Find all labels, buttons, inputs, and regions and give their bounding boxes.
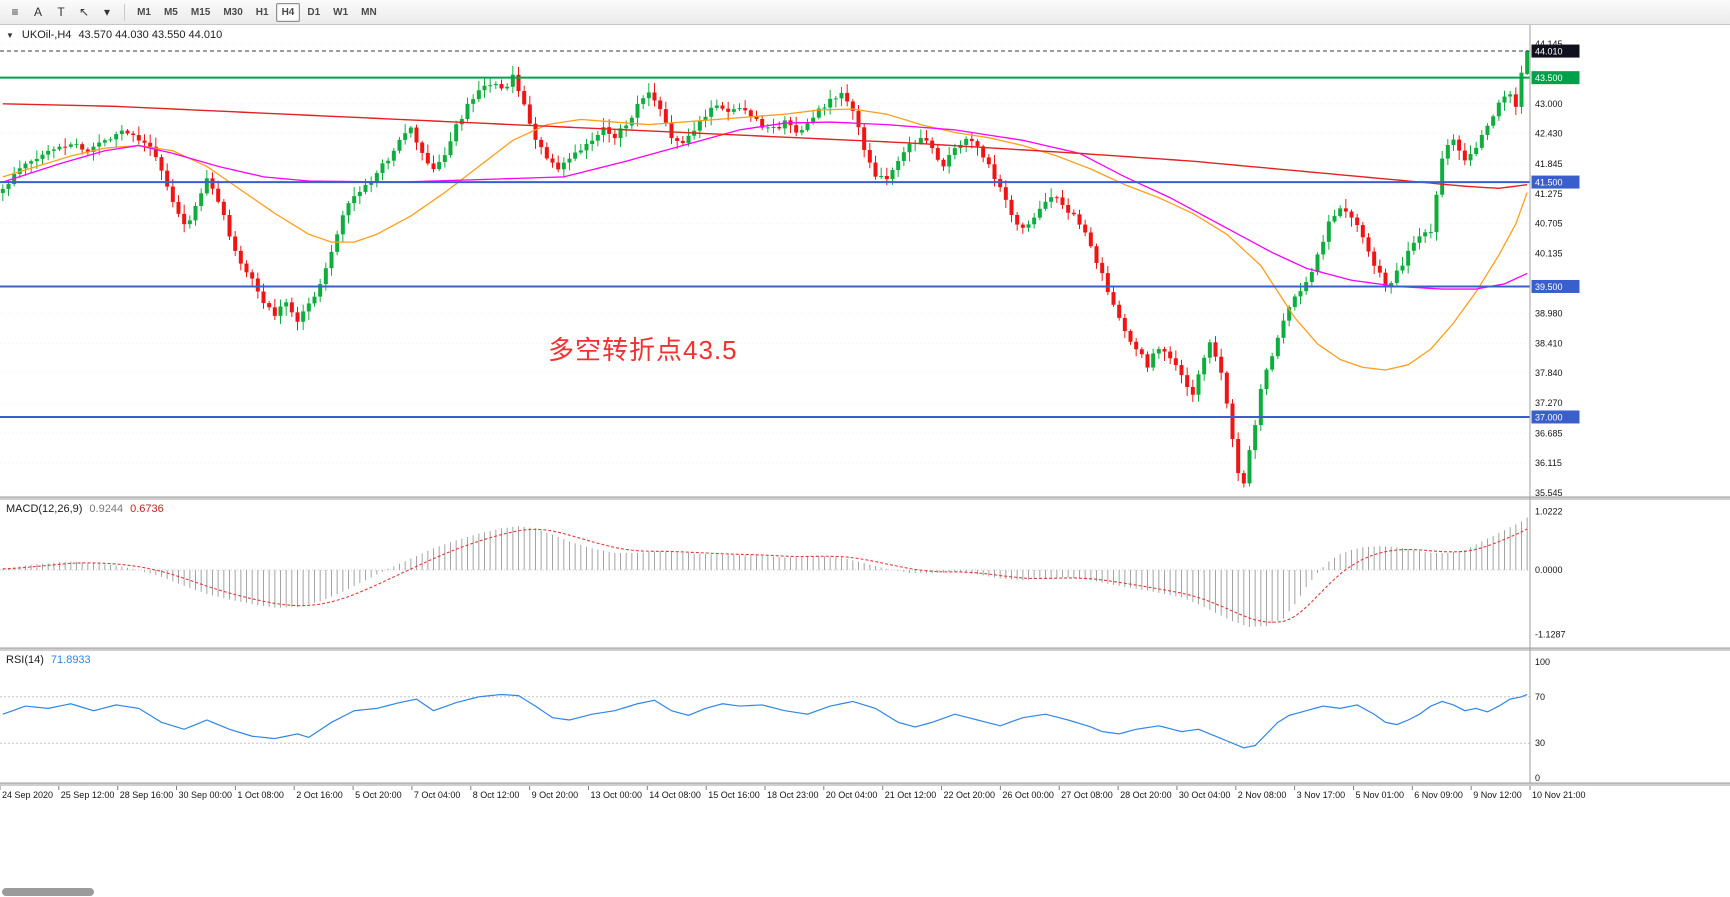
rsi-label: RSI(14) — [6, 654, 44, 666]
macd-main-value: 0.9244 — [89, 503, 124, 515]
svg-text:1 Oct 08:00: 1 Oct 08:00 — [237, 790, 284, 800]
svg-text:22 Oct 20:00: 22 Oct 20:00 — [944, 790, 996, 800]
svg-text:15 Oct 16:00: 15 Oct 16:00 — [708, 790, 760, 800]
label-tool-icon[interactable]: T — [50, 3, 72, 22]
macd-signal-value: 0.6736 — [130, 503, 164, 515]
main-grid — [0, 43, 1530, 494]
svg-text:37.840: 37.840 — [1535, 368, 1563, 378]
timeframe-m1-button[interactable]: M1 — [131, 3, 157, 22]
symbol-period-label: UKOil-,H4 — [21, 29, 72, 41]
panel-separator-1[interactable] — [0, 497, 1730, 500]
svg-text:37.000: 37.000 — [1535, 412, 1563, 422]
svg-text:18 Oct 23:00: 18 Oct 23:00 — [767, 790, 819, 800]
svg-text:30 Sep 00:00: 30 Sep 00:00 — [179, 790, 233, 800]
svg-text:20 Oct 04:00: 20 Oct 04:00 — [826, 790, 878, 800]
svg-text:10 Nov 21:00: 10 Nov 21:00 — [1532, 790, 1586, 800]
svg-text:6 Nov 09:00: 6 Nov 09:00 — [1414, 790, 1463, 800]
rsi-title: RSI(14) 71.8933 — [6, 654, 91, 666]
svg-text:37.270: 37.270 — [1535, 398, 1563, 408]
svg-text:30: 30 — [1535, 738, 1545, 748]
panel-separator-3[interactable] — [0, 783, 1730, 786]
chart-area[interactable]: 44.145 43.000 42.430 41.845 41.275 40.705 40.1… — [0, 25, 1730, 897]
time-axis[interactable]: 24 Sep 2020 25 Sep 12:00 28 Sep 16:00 30 Se… — [0, 786, 1586, 800]
cursor-tool-icon[interactable]: ↖ — [73, 3, 95, 22]
main-toolbar: ≡ A T ↖ ▾ M1 M5 M15 M30 H1 H4 D1 W1 MN — [0, 0, 1730, 25]
svg-text:39.500: 39.500 — [1535, 282, 1563, 292]
svg-text:38.410: 38.410 — [1535, 338, 1563, 348]
svg-text:36.115: 36.115 — [1535, 458, 1562, 468]
panel-separator-2[interactable] — [0, 648, 1730, 651]
svg-text:100: 100 — [1535, 657, 1550, 667]
rsi-panel[interactable]: 100 70 30 0 — [0, 657, 1550, 783]
macd-label: MACD(12,26,9) — [6, 503, 83, 515]
timeframe-h4-button[interactable]: H4 — [275, 2, 301, 22]
svg-text:9 Oct 20:00: 9 Oct 20:00 — [532, 790, 579, 800]
svg-text:2 Nov 08:00: 2 Nov 08:00 — [1238, 790, 1287, 800]
main-chart-title: ▼ UKOil-,H4 43.570 44.030 43.550 44.010 — [6, 29, 222, 41]
svg-text:41.500: 41.500 — [1535, 178, 1563, 188]
svg-text:13 Oct 00:00: 13 Oct 00:00 — [591, 790, 643, 800]
svg-text:9 Nov 12:00: 9 Nov 12:00 — [1473, 790, 1522, 800]
svg-text:35.545: 35.545 — [1535, 488, 1563, 498]
svg-text:41.275: 41.275 — [1535, 189, 1563, 199]
price-axis[interactable]: 44.145 43.000 42.430 41.845 41.275 40.705 40.1… — [1531, 39, 1580, 498]
timeframe-d1-button[interactable]: D1 — [301, 3, 326, 22]
svg-text:36.685: 36.685 — [1535, 428, 1563, 438]
macd-title: MACD(12,26,9) 0.9244 0.6736 — [6, 503, 164, 515]
svg-text:38.980: 38.980 — [1535, 309, 1563, 319]
svg-text:24 Sep 2020: 24 Sep 2020 — [2, 790, 53, 800]
svg-text:0: 0 — [1535, 773, 1540, 783]
svg-text:40.135: 40.135 — [1535, 248, 1563, 258]
svg-text:44.145: 44.145 — [1535, 39, 1563, 49]
svg-text:26 Oct 00:00: 26 Oct 00:00 — [1002, 790, 1054, 800]
svg-text:1.0222: 1.0222 — [1535, 507, 1563, 517]
text-tool-icon[interactable]: A — [27, 3, 49, 22]
svg-text:5 Oct 20:00: 5 Oct 20:00 — [355, 790, 402, 800]
svg-text:41.845: 41.845 — [1535, 159, 1563, 169]
chart-objects-icon[interactable]: ≡ — [4, 3, 26, 22]
svg-text:0.0000: 0.0000 — [1535, 565, 1563, 575]
drawing-tools-group: ≡ A T ↖ ▾ — [4, 3, 118, 22]
svg-text:21 Oct 12:00: 21 Oct 12:00 — [885, 790, 937, 800]
collapse-triangle-icon[interactable]: ▼ — [6, 31, 14, 40]
svg-text:5 Nov 01:00: 5 Nov 01:00 — [1356, 790, 1405, 800]
cursor-dropdown-icon[interactable]: ▾ — [96, 3, 118, 22]
timeframe-w1-button[interactable]: W1 — [327, 3, 354, 22]
macd-panel[interactable]: 1.0222 0.0000 -1.1287 — [0, 507, 1566, 640]
svg-text:28 Sep 16:00: 28 Sep 16:00 — [120, 790, 174, 800]
timeframe-m15-button[interactable]: M15 — [185, 3, 216, 22]
rsi-value: 71.8933 — [50, 654, 91, 666]
timeframe-m30-button[interactable]: M30 — [217, 3, 248, 22]
svg-text:43.500: 43.500 — [1535, 73, 1563, 83]
svg-text:25 Sep 12:00: 25 Sep 12:00 — [61, 790, 115, 800]
svg-text:70: 70 — [1535, 692, 1545, 702]
ohlc-values: 43.570 44.030 43.550 44.010 — [78, 29, 223, 41]
svg-text:40.705: 40.705 — [1535, 219, 1563, 229]
svg-text:14 Oct 08:00: 14 Oct 08:00 — [649, 790, 701, 800]
timeframe-h1-button[interactable]: H1 — [250, 3, 275, 22]
svg-text:27 Oct 08:00: 27 Oct 08:00 — [1061, 790, 1113, 800]
svg-text:44.010: 44.010 — [1535, 47, 1563, 57]
svg-text:43.000: 43.000 — [1535, 99, 1563, 109]
svg-text:42.430: 42.430 — [1535, 129, 1563, 139]
timeframe-mn-button[interactable]: MN — [355, 3, 383, 22]
timeframe-buttons-group: M1 M5 M15 M30 H1 H4 D1 W1 MN — [131, 2, 383, 22]
svg-text:-1.1287: -1.1287 — [1535, 629, 1566, 639]
svg-text:2 Oct 16:00: 2 Oct 16:00 — [296, 790, 343, 800]
horizontal-scrollbar-thumb[interactable] — [2, 888, 94, 896]
toolbar-separator — [124, 3, 126, 21]
svg-text:8 Oct 12:00: 8 Oct 12:00 — [473, 790, 520, 800]
chart-annotation-text[interactable]: 多空转折点43.5 — [548, 335, 738, 365]
svg-text:30 Oct 04:00: 30 Oct 04:00 — [1179, 790, 1231, 800]
horizontal-level-lines[interactable] — [0, 76, 1530, 418]
svg-text:7 Oct 04:00: 7 Oct 04:00 — [414, 790, 461, 800]
svg-text:3 Nov 17:00: 3 Nov 17:00 — [1297, 790, 1346, 800]
svg-text:28 Oct 20:00: 28 Oct 20:00 — [1120, 790, 1172, 800]
timeframe-m5-button[interactable]: M5 — [158, 3, 184, 22]
moving-averages — [2, 103, 1528, 371]
